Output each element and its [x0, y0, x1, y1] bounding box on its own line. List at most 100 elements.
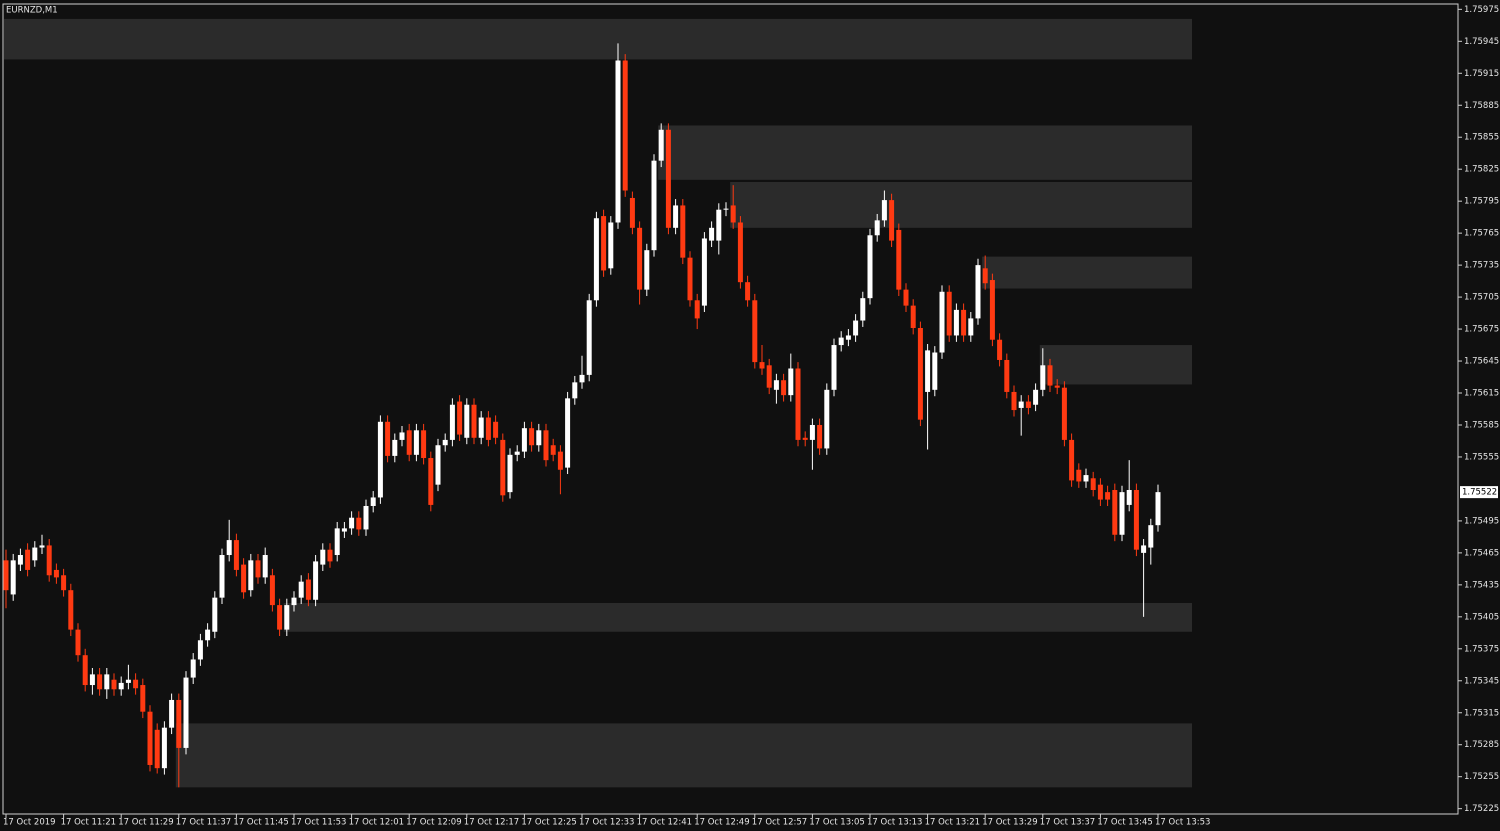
plot-frame	[2, 3, 1459, 815]
candle-body	[752, 300, 758, 363]
candle-body	[442, 439, 448, 446]
candle-body	[579, 374, 585, 383]
candle-body	[809, 424, 815, 440]
candle-body	[485, 417, 491, 440]
candle-body	[723, 208, 729, 210]
x-tick-label: 17 Oct 11:37	[176, 818, 231, 828]
axes: 1.75975 1.75945 1.75915 1.75885 1.75855 1.758…	[2, 3, 1499, 828]
candle-body	[651, 160, 657, 251]
candle-body	[637, 227, 643, 290]
candle-body	[1148, 525, 1154, 548]
y-tick-label: 1.75705	[1464, 293, 1499, 303]
candle-body	[17, 555, 23, 565]
candle-body	[1025, 401, 1031, 408]
candle-body	[795, 368, 801, 440]
candle-body	[82, 655, 88, 686]
candle-body	[1112, 490, 1118, 535]
candle-body	[32, 547, 38, 561]
candle-body	[1033, 389, 1039, 405]
x-tick-label: 17 Oct 11:45	[233, 818, 288, 828]
candle-body	[1126, 490, 1132, 505]
candle-body	[133, 679, 139, 689]
candle-body	[802, 437, 808, 440]
candle-body	[1076, 469, 1082, 482]
candle-body	[277, 605, 283, 630]
candle-body	[817, 424, 823, 449]
candle-body	[615, 60, 621, 223]
candle-body	[989, 280, 995, 340]
candle-body	[766, 365, 772, 388]
candle-body	[968, 318, 974, 336]
candle-body	[370, 497, 376, 506]
y-tick-label: 1.75855	[1464, 133, 1499, 143]
candle-body	[205, 629, 211, 641]
price-zone	[4, 18, 1192, 60]
y-tick-label: 1.75435	[1464, 580, 1499, 590]
candle-body	[161, 727, 167, 769]
candle-body	[25, 549, 31, 570]
candle-body	[68, 590, 74, 630]
candle-body	[39, 545, 45, 548]
x-tick-label: 17 Oct 11:53	[291, 818, 346, 828]
x-tick-label: 17 Oct 13:45	[1097, 818, 1152, 828]
candle-body	[399, 432, 405, 440]
price-zone	[283, 602, 1192, 632]
candle-body	[644, 250, 650, 290]
candle-body	[961, 309, 967, 336]
y-tick-label: 1.75975	[1464, 5, 1499, 15]
x-tick-label: 17 Oct 2019	[3, 818, 56, 828]
candle-body	[377, 421, 383, 498]
candle-body	[881, 200, 887, 221]
candle-body	[1061, 387, 1067, 440]
y-tick-label: 1.75645	[1464, 357, 1499, 367]
candle-body	[327, 549, 333, 562]
zones	[4, 18, 1193, 788]
candle-body	[507, 454, 513, 493]
candle-body	[932, 352, 938, 390]
candle-body	[154, 729, 160, 769]
candle-body	[169, 699, 175, 728]
candle-body	[946, 291, 952, 336]
candle-body	[658, 129, 664, 161]
candle-body	[1040, 365, 1046, 390]
candle-body	[687, 257, 693, 301]
candle-body	[183, 677, 189, 748]
candle-body	[313, 561, 319, 600]
candle-body	[781, 380, 787, 396]
candle-body	[903, 289, 909, 306]
candle-body	[3, 560, 9, 591]
candle-body	[680, 205, 686, 258]
candle-body	[298, 581, 304, 598]
candle-body	[421, 430, 427, 459]
candle-body	[53, 569, 59, 578]
candle-body	[435, 445, 441, 485]
x-tick-label: 17 Oct 13:05	[809, 818, 864, 828]
candle-body	[673, 205, 679, 228]
candle-body	[197, 640, 203, 660]
candle-body	[831, 345, 837, 390]
candle-body	[104, 674, 110, 690]
candle-body	[939, 291, 945, 353]
y-tick-label: 1.75795	[1464, 197, 1499, 207]
x-tick-label: 17 Oct 11:29	[118, 818, 173, 828]
current-price-box	[1460, 486, 1498, 499]
candle-body	[860, 298, 866, 321]
candle-body	[953, 309, 959, 336]
candle-body	[464, 404, 470, 438]
y-tick-label: 1.75765	[1464, 229, 1499, 239]
candle-body	[320, 549, 326, 565]
candle-body	[867, 235, 873, 299]
candle-body	[471, 404, 477, 438]
candle-body	[356, 517, 362, 530]
candle-body	[478, 417, 484, 438]
candle-body	[262, 555, 268, 578]
candle-body	[665, 129, 671, 228]
candle-body	[269, 575, 275, 606]
x-tick-label: 17 Oct 12:09	[406, 818, 461, 828]
y-tick-label: 1.75585	[1464, 420, 1499, 430]
candle-body	[889, 200, 895, 241]
candle-body	[737, 222, 743, 283]
candle-body	[413, 430, 419, 455]
candle-body	[1155, 492, 1161, 526]
